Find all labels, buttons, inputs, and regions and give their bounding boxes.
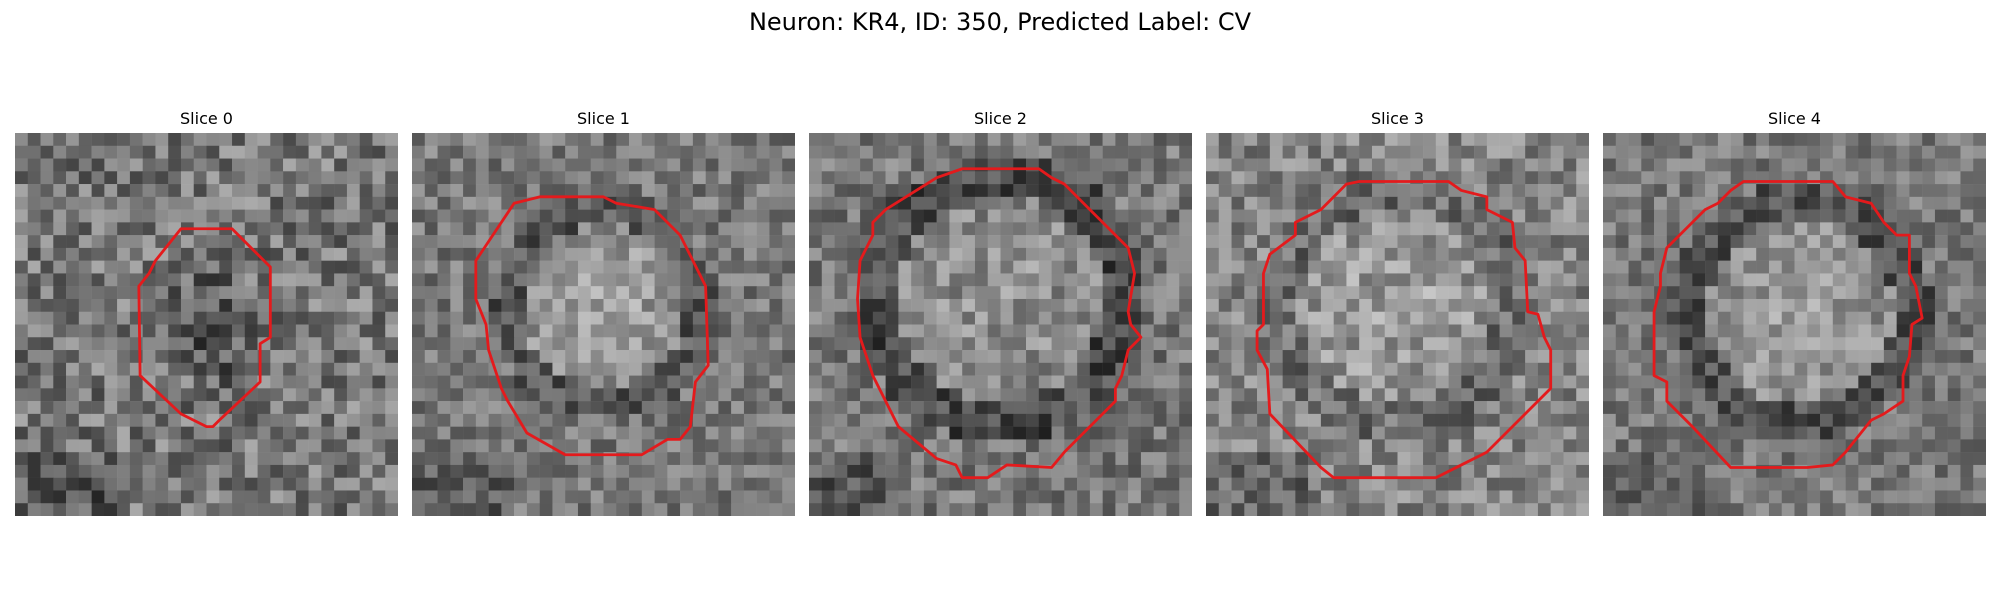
- slice-panel: Slice 4: [1603, 108, 1986, 516]
- pixel-grid: [1603, 133, 1986, 516]
- roi-contour: [474, 195, 710, 457]
- slice-title: Slice 0: [180, 109, 233, 128]
- slice-title: Slice 1: [577, 109, 630, 128]
- slice-panel: Slice 3: [1206, 108, 1589, 516]
- slice-image: [15, 133, 398, 516]
- slice-title: Slice 2: [974, 109, 1027, 128]
- pixel-grid: [412, 133, 795, 516]
- figure-title: Neuron: KR4, ID: 350, Predicted Label: C…: [748, 8, 1252, 36]
- slice-image: [1603, 133, 1986, 516]
- slice-panel: Slice 1: [412, 108, 795, 516]
- slice-image: [412, 133, 795, 516]
- roi-contour: [1255, 180, 1553, 480]
- slice-panel: Slice 2: [809, 108, 1192, 516]
- pixel-grid: [15, 133, 398, 516]
- slice-title: Slice 4: [1768, 109, 1821, 128]
- roi-contour: [856, 167, 1143, 480]
- slice-panel: Slice 0: [15, 108, 398, 516]
- roi-contour: [137, 227, 272, 429]
- pixel-grid: [1206, 133, 1589, 516]
- slice-image: [1206, 133, 1589, 516]
- slice-title: Slice 3: [1371, 109, 1424, 128]
- slice-image: [809, 133, 1192, 516]
- pixel-grid: [809, 133, 1192, 516]
- roi-contour: [1652, 180, 1924, 469]
